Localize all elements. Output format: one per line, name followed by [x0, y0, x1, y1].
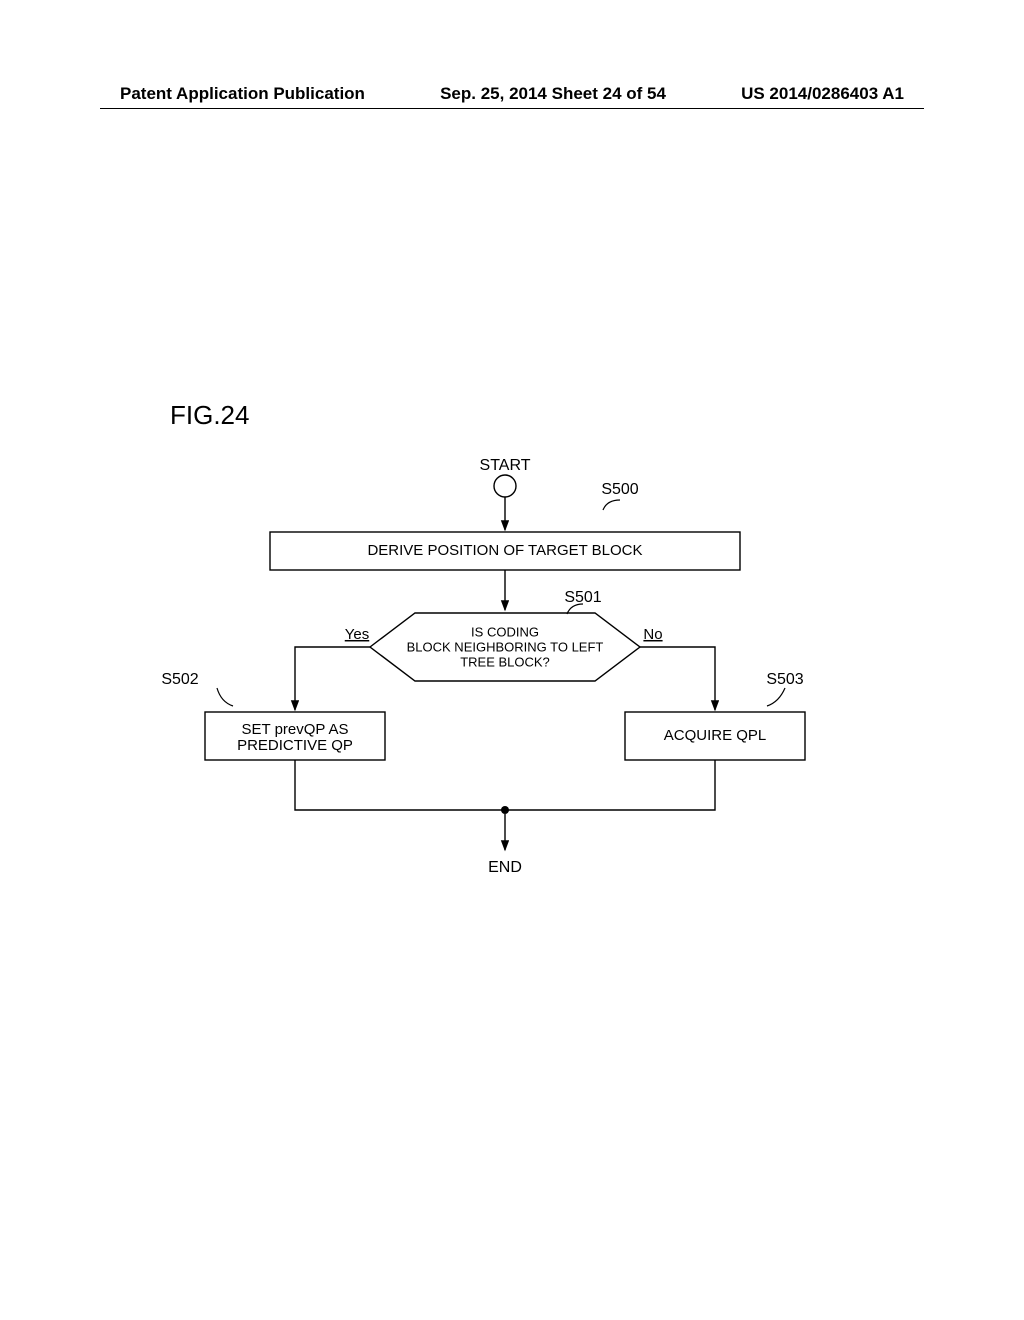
s500-leader [603, 500, 620, 510]
s501-tag: S501 [564, 589, 601, 606]
page-header: Patent Application Publication Sep. 25, … [0, 84, 1024, 104]
s502-leader [217, 688, 233, 706]
s502-line1: SET prevQP AS [242, 721, 349, 738]
header-left: Patent Application Publication [120, 84, 365, 104]
merge-junction [501, 806, 509, 814]
s503-tag: S503 [766, 671, 803, 688]
merge-bracket [295, 760, 715, 810]
s501-line3: TREE BLOCK? [460, 654, 550, 669]
s502-line2: PREDICTIVE QP [237, 737, 353, 754]
s503-text: ACQUIRE QPL [664, 727, 767, 744]
s500-tag: S500 [601, 481, 638, 498]
edge-no [640, 647, 715, 710]
edge-yes [295, 647, 370, 710]
header-right: US 2014/0286403 A1 [741, 84, 904, 104]
end-label: END [488, 859, 522, 876]
s501-line2: BLOCK NEIGHBORING TO LEFT [407, 639, 604, 654]
start-label: START [480, 457, 531, 474]
s503-leader [767, 688, 785, 706]
start-node [494, 475, 516, 497]
s500-text: DERIVE POSITION OF TARGET BLOCK [367, 542, 642, 559]
s502-tag: S502 [161, 671, 198, 688]
s501-line1: IS CODING [471, 624, 539, 639]
header-center: Sep. 25, 2014 Sheet 24 of 54 [440, 84, 666, 104]
figure-label: FIG.24 [170, 400, 249, 431]
s501-yes: Yes [345, 626, 369, 643]
flowchart: START S500 DERIVE POSITION OF TARGET BLO… [145, 450, 865, 900]
s501-no: No [643, 626, 662, 643]
header-rule [100, 108, 924, 109]
